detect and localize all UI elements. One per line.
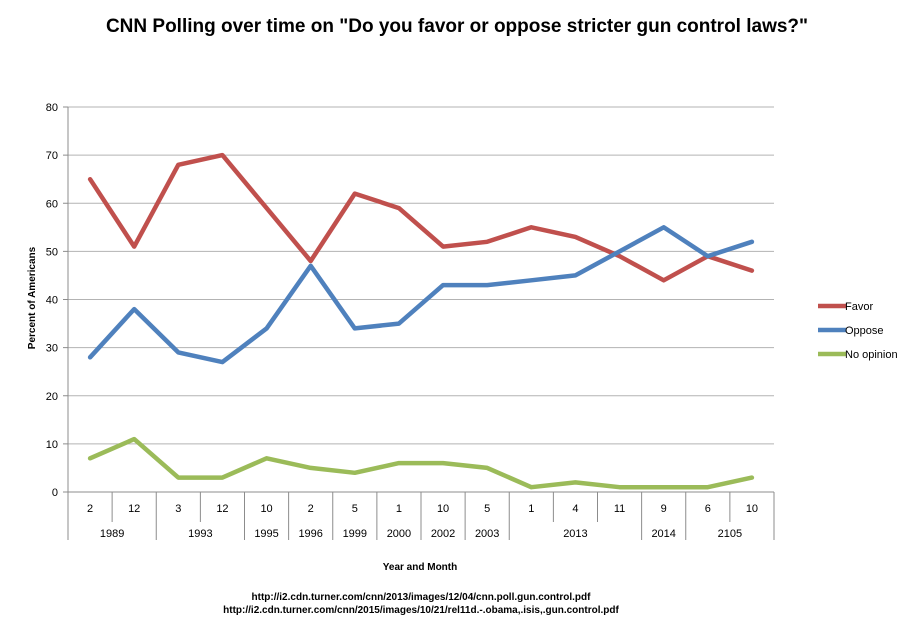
legend-label-no-opinion: No opinion: [845, 349, 898, 361]
x-tick-label-month: 2: [308, 503, 314, 515]
x-tick-label-year: 1996: [298, 528, 322, 540]
x-tick-label-month: 12: [216, 503, 228, 515]
x-tick-label-year: 1993: [188, 528, 212, 540]
x-tick-label-year: 2002: [431, 528, 455, 540]
x-tick-label-year: 1999: [343, 528, 367, 540]
source-url-1: http://i2.cdn.turner.com/cnn/2013/images…: [252, 592, 592, 603]
legend-label-oppose: Oppose: [845, 325, 884, 337]
y-axis-title: Percent of Americans: [27, 246, 38, 349]
x-axis: 2 12 3 12 10 2 5 1 10 5 1 4 11 9 6 10 1989 1993 1995 1996 19…: [67, 492, 775, 540]
x-tick-label-year: 1995: [254, 528, 278, 540]
x-tick-label-month: 10: [260, 503, 272, 515]
series-line-oppose: [87, 225, 755, 365]
x-tick-label-month: 1: [528, 503, 534, 515]
series-lines: [87, 152, 755, 490]
series-line-favor: [87, 152, 755, 283]
x-tick-label-month: 5: [484, 503, 490, 515]
x-tick-label-month: 2: [87, 503, 93, 515]
y-tick-label: 30: [46, 343, 58, 355]
x-tick-label-year: 2000: [387, 528, 411, 540]
x-tick-label-month: 10: [437, 503, 449, 515]
y-tick-label: 0: [52, 487, 58, 499]
x-tick-label-month: 1: [396, 503, 402, 515]
y-tick-label: 50: [46, 246, 58, 258]
gridlines: [67, 106, 774, 493]
x-tick-label-month: 6: [705, 503, 711, 515]
y-tick-label: 80: [46, 102, 58, 114]
y-axis-ticks: 0 10 20 30 40 50 60 70 80: [46, 102, 68, 499]
legend-label-favor: Favor: [845, 301, 873, 313]
x-tick-label-year: 2014: [651, 528, 675, 540]
x-tick-label-year: 2013: [563, 528, 587, 540]
x-axis-title: Year and Month: [383, 562, 457, 573]
y-tick-label: 70: [46, 150, 58, 162]
chart-title: CNN Polling over time on "Do you favor o…: [106, 16, 808, 37]
x-tick-label-month: 3: [175, 503, 181, 515]
y-tick-label: 60: [46, 198, 58, 210]
x-tick-label-year: 2105: [718, 528, 742, 540]
x-tick-label-year: 2003: [475, 528, 499, 540]
y-tick-label: 40: [46, 295, 58, 307]
x-tick-label-year: 1989: [100, 528, 124, 540]
x-tick-label-month: 4: [572, 503, 578, 515]
y-tick-label: 20: [46, 391, 58, 403]
series-line-no-opinion: [87, 436, 755, 490]
source-url-2: http://i2.cdn.turner.com/cnn/2015/images…: [223, 605, 619, 616]
x-tick-label-month: 12: [128, 503, 140, 515]
y-tick-label: 10: [46, 439, 58, 451]
x-tick-label-month: 11: [614, 503, 625, 515]
x-tick-label-month: 10: [746, 503, 758, 515]
legend: Favor Oppose No opinion: [818, 301, 898, 361]
x-tick-label-month: 5: [352, 503, 358, 515]
x-tick-label-month: 9: [661, 503, 667, 515]
